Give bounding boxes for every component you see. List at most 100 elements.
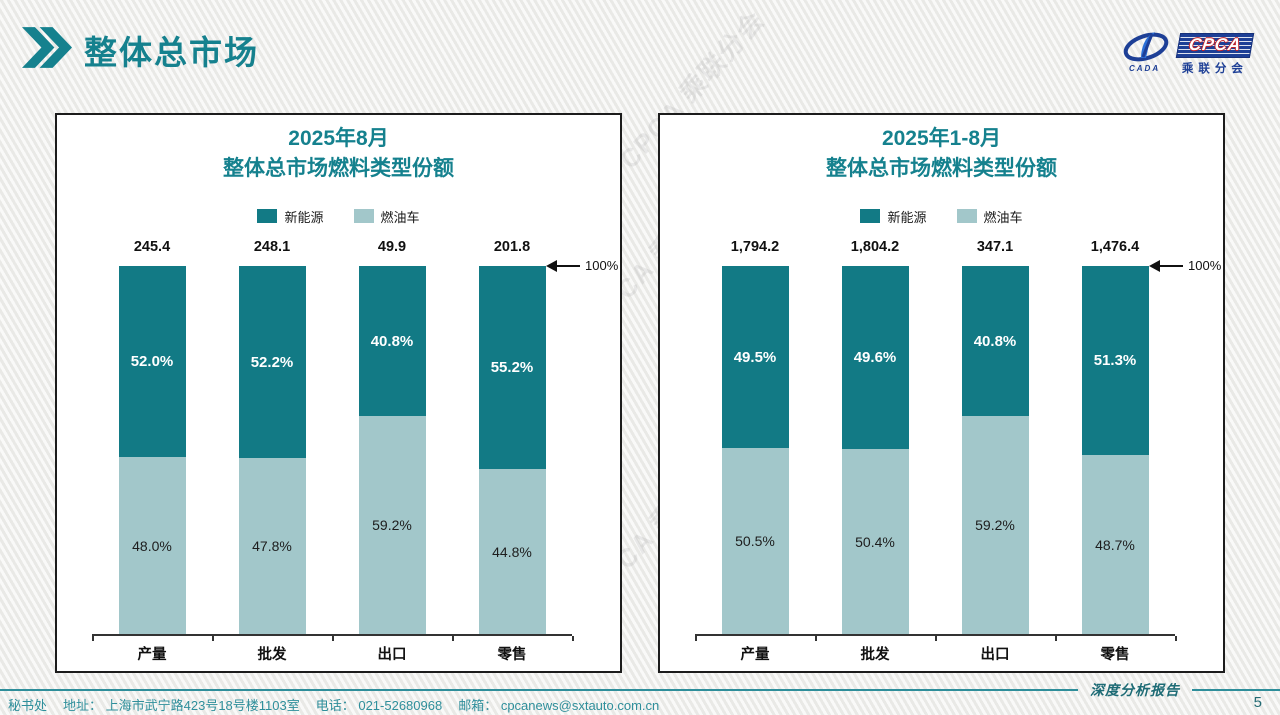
legend-swatch-nev xyxy=(257,209,278,223)
segment-percent-label-nev: 49.5% xyxy=(733,348,777,366)
bar-segment-ice: 50.4% xyxy=(841,449,909,634)
footer-address: 地址： 上海市武宁路423号18号楼1103室 xyxy=(63,698,300,713)
bar-category-label: 出口 xyxy=(980,647,1010,663)
segment-percent-label-nev: 51.3% xyxy=(1093,352,1137,369)
bar-total-label: 1,804.2 xyxy=(850,239,900,255)
legend-label: 燃油车 xyxy=(380,209,420,225)
bar-segment-nev: 49.5% xyxy=(721,266,789,448)
bar-segment-ice: 47.8% xyxy=(238,458,306,634)
footer-divider-left xyxy=(0,689,1078,691)
bar-total-label: 245.4 xyxy=(133,239,171,255)
axis-line xyxy=(695,634,1175,636)
bar-segment-ice: 59.2% xyxy=(961,416,1029,634)
chart-title: 2025年1-8月 整体总市场燃料类型份额 xyxy=(660,124,1223,185)
bar-segment-nev: 52.0% xyxy=(118,266,186,457)
segment-percent-label-ice: 59.2% xyxy=(975,517,1015,533)
segment-percent-label-ice: 44.8% xyxy=(492,543,532,560)
legend-item: 新能源 xyxy=(860,207,927,226)
legend-swatch-ice xyxy=(956,209,977,223)
bar-segment-ice: 48.0% xyxy=(118,457,186,634)
chart-title-line2: 整体总市场燃料类型份额 xyxy=(223,157,454,181)
chart-panel-august: 2025年8月 整体总市场燃料类型份额 新能源 燃油车 245.4 52.0% 48.… xyxy=(55,113,622,673)
bar-total-label: 248.1 xyxy=(253,239,291,255)
axis-line xyxy=(92,634,572,636)
bar-total-label: 201.8 xyxy=(493,239,531,255)
segment-percent-label-nev: 52.0% xyxy=(130,353,174,370)
segment-percent-label-ice: 59.2% xyxy=(372,517,412,533)
chart-panel-jan-aug: 2025年1-8月 整体总市场燃料类型份额 新能源 燃油车 1,794.2 49.5… xyxy=(658,113,1225,673)
chart-title-line1: 2025年1-8月 xyxy=(881,127,1002,150)
axis-tick xyxy=(572,636,574,641)
axis-tick xyxy=(935,636,937,641)
full-scale-label: 100% xyxy=(1188,258,1222,273)
segment-percent-label-ice: 48.7% xyxy=(1095,536,1135,553)
cpca-emblem-icon: CADA xyxy=(1123,32,1169,73)
segment-percent-label-ice: 47.8% xyxy=(252,538,292,554)
emblem-text: CADA xyxy=(1129,64,1160,73)
page-title: 整体总市场 xyxy=(84,34,259,71)
bar-total-label: 49.9 xyxy=(377,239,407,255)
bar-segment-ice: 50.5% xyxy=(721,448,789,634)
chart-legend: 新能源 燃油车 xyxy=(57,207,620,225)
bar-total-label: 1,476.4 xyxy=(1090,239,1140,255)
double-chevron-icon xyxy=(22,27,72,68)
axis-tick xyxy=(452,636,454,641)
bar-category-label: 零售 xyxy=(1100,647,1130,663)
bar-category-label: 出口 xyxy=(377,647,407,663)
bar-category-label: 产量 xyxy=(137,647,167,663)
bar-segment-nev: 40.8% xyxy=(358,266,426,416)
legend-item: 新能源 xyxy=(257,207,324,226)
footer-phone: 电话： 021-52680968 xyxy=(315,698,443,713)
segment-percent-label-ice: 48.0% xyxy=(132,537,172,554)
bar-segment-ice: 59.2% xyxy=(358,416,426,634)
bar-segment-ice: 44.8% xyxy=(478,469,546,634)
segment-percent-label-nev: 49.6% xyxy=(853,349,897,366)
bar-total-label: 347.1 xyxy=(976,239,1014,255)
cpca-wordmark-text: CPCA xyxy=(1187,35,1243,54)
cpca-logo: CADA CPCA 乘联分会 xyxy=(1119,30,1255,76)
bar-segment-nev: 52.2% xyxy=(238,266,306,458)
bar-total-label: 1,794.2 xyxy=(730,239,780,255)
full-scale-arrow xyxy=(546,259,580,273)
axis-tick xyxy=(1175,636,1177,641)
bar-category-label: 批发 xyxy=(860,647,890,663)
bar-category-label: 零售 xyxy=(497,647,527,663)
axis-tick xyxy=(92,636,94,641)
chart-title: 2025年8月 整体总市场燃料类型份额 xyxy=(57,124,620,185)
legend-label: 新能源 xyxy=(284,209,324,225)
cpca-wordmark: CPCA xyxy=(1175,33,1255,58)
report-type-label: 深度分析报告 xyxy=(1090,684,1180,699)
footer-email: 邮箱： cpcanews@sxtauto.com.cn xyxy=(458,698,660,713)
axis-tick xyxy=(212,636,214,641)
segment-percent-label-nev: 52.2% xyxy=(250,353,294,371)
bar-segment-nev: 51.3% xyxy=(1081,266,1149,455)
arrow-head-icon xyxy=(546,260,557,272)
legend-label: 新能源 xyxy=(887,209,927,225)
segment-percent-label-nev: 40.8% xyxy=(973,332,1017,350)
chart-title-line1: 2025年8月 xyxy=(288,127,389,150)
bar-category-label: 批发 xyxy=(257,647,287,663)
axis-tick xyxy=(695,636,697,641)
bar-segment-nev: 49.6% xyxy=(841,266,909,449)
footer-divider-right xyxy=(1192,689,1280,691)
segment-percent-label-nev: 40.8% xyxy=(370,332,414,350)
page-number: 5 xyxy=(1253,694,1262,711)
segment-percent-label-ice: 50.4% xyxy=(855,533,895,550)
chart-title-line2: 整体总市场燃料类型份额 xyxy=(826,157,1057,181)
chart-plot: 245.4 52.0% 48.0% 产量 248.1 52.2% 47.8% 批发 49.9 40… xyxy=(57,115,620,671)
bar-segment-nev: 55.2% xyxy=(478,266,546,469)
chart-legend: 新能源 燃油车 xyxy=(660,207,1223,225)
segment-percent-label-ice: 50.5% xyxy=(735,533,775,549)
legend-label: 燃油车 xyxy=(983,209,1023,225)
full-scale-label: 100% xyxy=(585,258,619,273)
legend-item: 燃油车 xyxy=(353,207,420,226)
arrow-head-icon xyxy=(1149,260,1160,272)
legend-swatch-nev xyxy=(860,209,881,223)
footer-secretariat: 秘书处 xyxy=(8,698,48,713)
arrow-line xyxy=(1159,265,1183,267)
full-scale-arrow xyxy=(1149,259,1183,273)
legend-swatch-ice xyxy=(353,209,374,223)
axis-tick xyxy=(1055,636,1057,641)
axis-tick xyxy=(815,636,817,641)
